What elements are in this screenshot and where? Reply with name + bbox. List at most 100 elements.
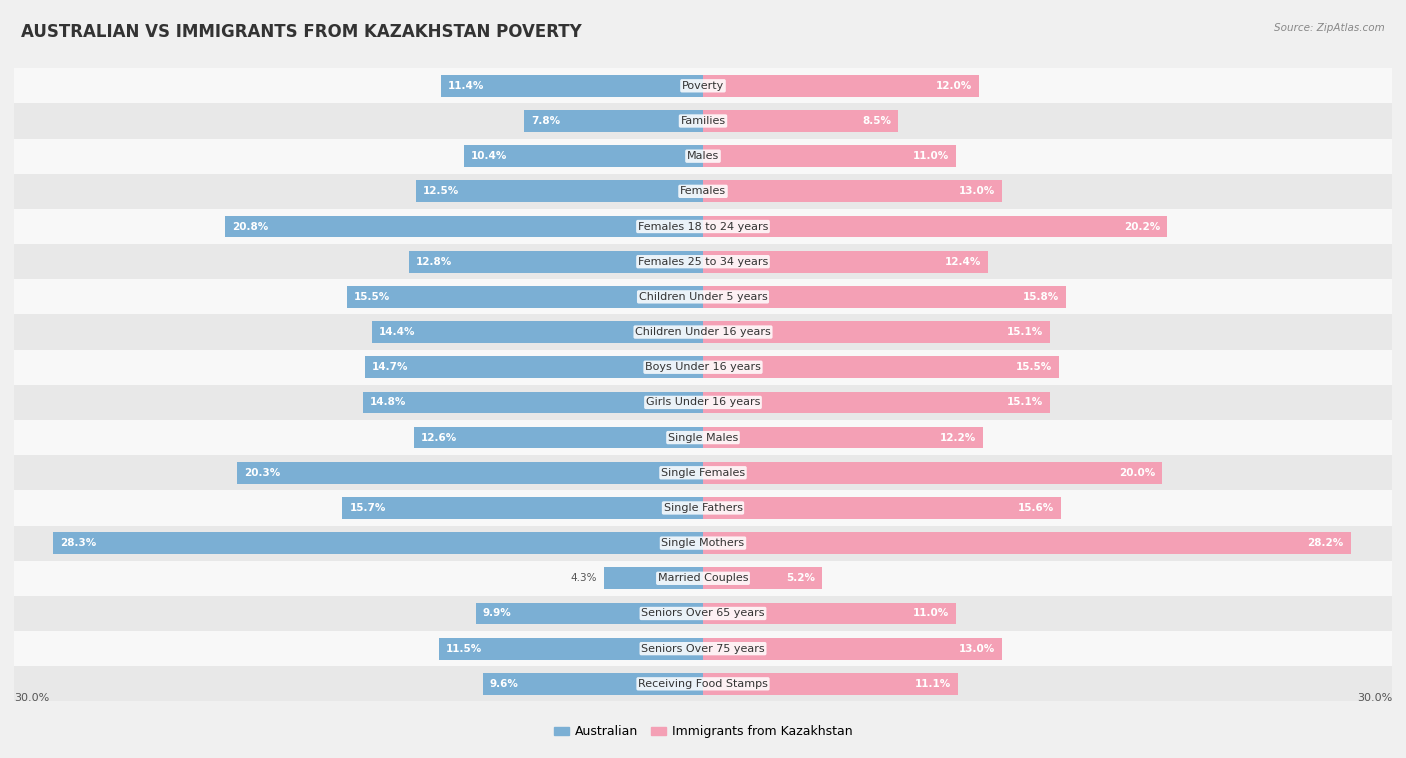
Text: Single Mothers: Single Mothers [661,538,745,548]
Text: 15.8%: 15.8% [1022,292,1059,302]
Text: 8.5%: 8.5% [862,116,891,126]
Text: 12.0%: 12.0% [935,81,972,91]
Bar [416,180,703,202]
Text: Females 18 to 24 years: Females 18 to 24 years [638,221,768,231]
Text: Females: Females [681,186,725,196]
Text: Females 25 to 34 years: Females 25 to 34 years [638,257,768,267]
Bar [236,462,703,484]
Bar [373,321,703,343]
Text: Married Couples: Married Couples [658,573,748,584]
Text: 15.1%: 15.1% [1007,327,1043,337]
Text: 15.7%: 15.7% [349,503,385,513]
Text: 13.0%: 13.0% [959,644,994,653]
Text: 12.4%: 12.4% [945,257,981,267]
Bar [14,279,1392,315]
Text: 14.4%: 14.4% [380,327,416,337]
Text: 13.0%: 13.0% [959,186,994,196]
Text: 12.2%: 12.2% [941,433,976,443]
Bar [14,490,1392,525]
Bar [53,532,703,554]
Text: 7.8%: 7.8% [531,116,560,126]
Bar [439,637,703,659]
Text: 20.2%: 20.2% [1123,221,1160,231]
Bar [14,666,1392,701]
Text: 11.0%: 11.0% [912,609,949,619]
Text: 4.3%: 4.3% [571,573,598,584]
Bar [363,391,703,413]
Bar [14,561,1392,596]
Text: 5.2%: 5.2% [786,573,815,584]
Legend: Australian, Immigrants from Kazakhstan: Australian, Immigrants from Kazakhstan [548,720,858,744]
Text: 14.8%: 14.8% [370,397,406,407]
Bar [14,103,1392,139]
Text: Single Males: Single Males [668,433,738,443]
Text: 15.5%: 15.5% [354,292,391,302]
Text: Children Under 5 years: Children Under 5 years [638,292,768,302]
Bar [703,321,1050,343]
Text: 12.8%: 12.8% [416,257,453,267]
Bar [703,568,823,589]
Text: 28.3%: 28.3% [60,538,96,548]
Bar [441,75,703,97]
Text: Seniors Over 65 years: Seniors Over 65 years [641,609,765,619]
Text: Single Fathers: Single Fathers [664,503,742,513]
Bar [703,75,979,97]
Bar [14,525,1392,561]
Text: 11.4%: 11.4% [449,81,485,91]
Text: Boys Under 16 years: Boys Under 16 years [645,362,761,372]
Bar [14,420,1392,455]
Bar [524,110,703,132]
Text: 11.5%: 11.5% [446,644,482,653]
Text: AUSTRALIAN VS IMMIGRANTS FROM KAZAKHSTAN POVERTY: AUSTRALIAN VS IMMIGRANTS FROM KAZAKHSTAN… [21,23,582,41]
Text: 15.5%: 15.5% [1015,362,1052,372]
Bar [14,139,1392,174]
Bar [703,532,1351,554]
Bar [347,286,703,308]
Bar [475,603,703,625]
Bar [703,180,1001,202]
Text: 20.0%: 20.0% [1119,468,1156,478]
Bar [409,251,703,273]
Text: Males: Males [688,151,718,161]
Text: 9.6%: 9.6% [489,679,519,689]
Text: 20.8%: 20.8% [232,221,269,231]
Bar [703,286,1066,308]
Bar [703,497,1062,518]
Text: 15.1%: 15.1% [1007,397,1043,407]
Bar [14,596,1392,631]
Text: Receiving Food Stamps: Receiving Food Stamps [638,679,768,689]
Text: Single Females: Single Females [661,468,745,478]
Text: 12.6%: 12.6% [420,433,457,443]
Bar [703,110,898,132]
Text: Poverty: Poverty [682,81,724,91]
Bar [482,673,703,695]
Bar [14,455,1392,490]
Bar [14,244,1392,279]
Text: 20.3%: 20.3% [243,468,280,478]
Bar [225,215,703,237]
Bar [366,356,703,378]
Bar [464,146,703,167]
Text: Girls Under 16 years: Girls Under 16 years [645,397,761,407]
Bar [14,68,1392,103]
Bar [703,427,983,449]
Text: 11.0%: 11.0% [912,151,949,161]
Bar [703,215,1167,237]
Bar [703,251,988,273]
Bar [413,427,703,449]
Bar [343,497,703,518]
Text: 30.0%: 30.0% [14,693,49,703]
Text: 30.0%: 30.0% [1357,693,1392,703]
Text: Children Under 16 years: Children Under 16 years [636,327,770,337]
Bar [14,209,1392,244]
Text: 12.5%: 12.5% [423,186,460,196]
Text: 10.4%: 10.4% [471,151,508,161]
Text: 15.6%: 15.6% [1018,503,1054,513]
Bar [605,568,703,589]
Text: 14.7%: 14.7% [373,362,409,372]
Text: Source: ZipAtlas.com: Source: ZipAtlas.com [1274,23,1385,33]
Bar [703,637,1001,659]
Bar [14,174,1392,209]
Text: 11.1%: 11.1% [915,679,950,689]
Text: 28.2%: 28.2% [1308,538,1344,548]
